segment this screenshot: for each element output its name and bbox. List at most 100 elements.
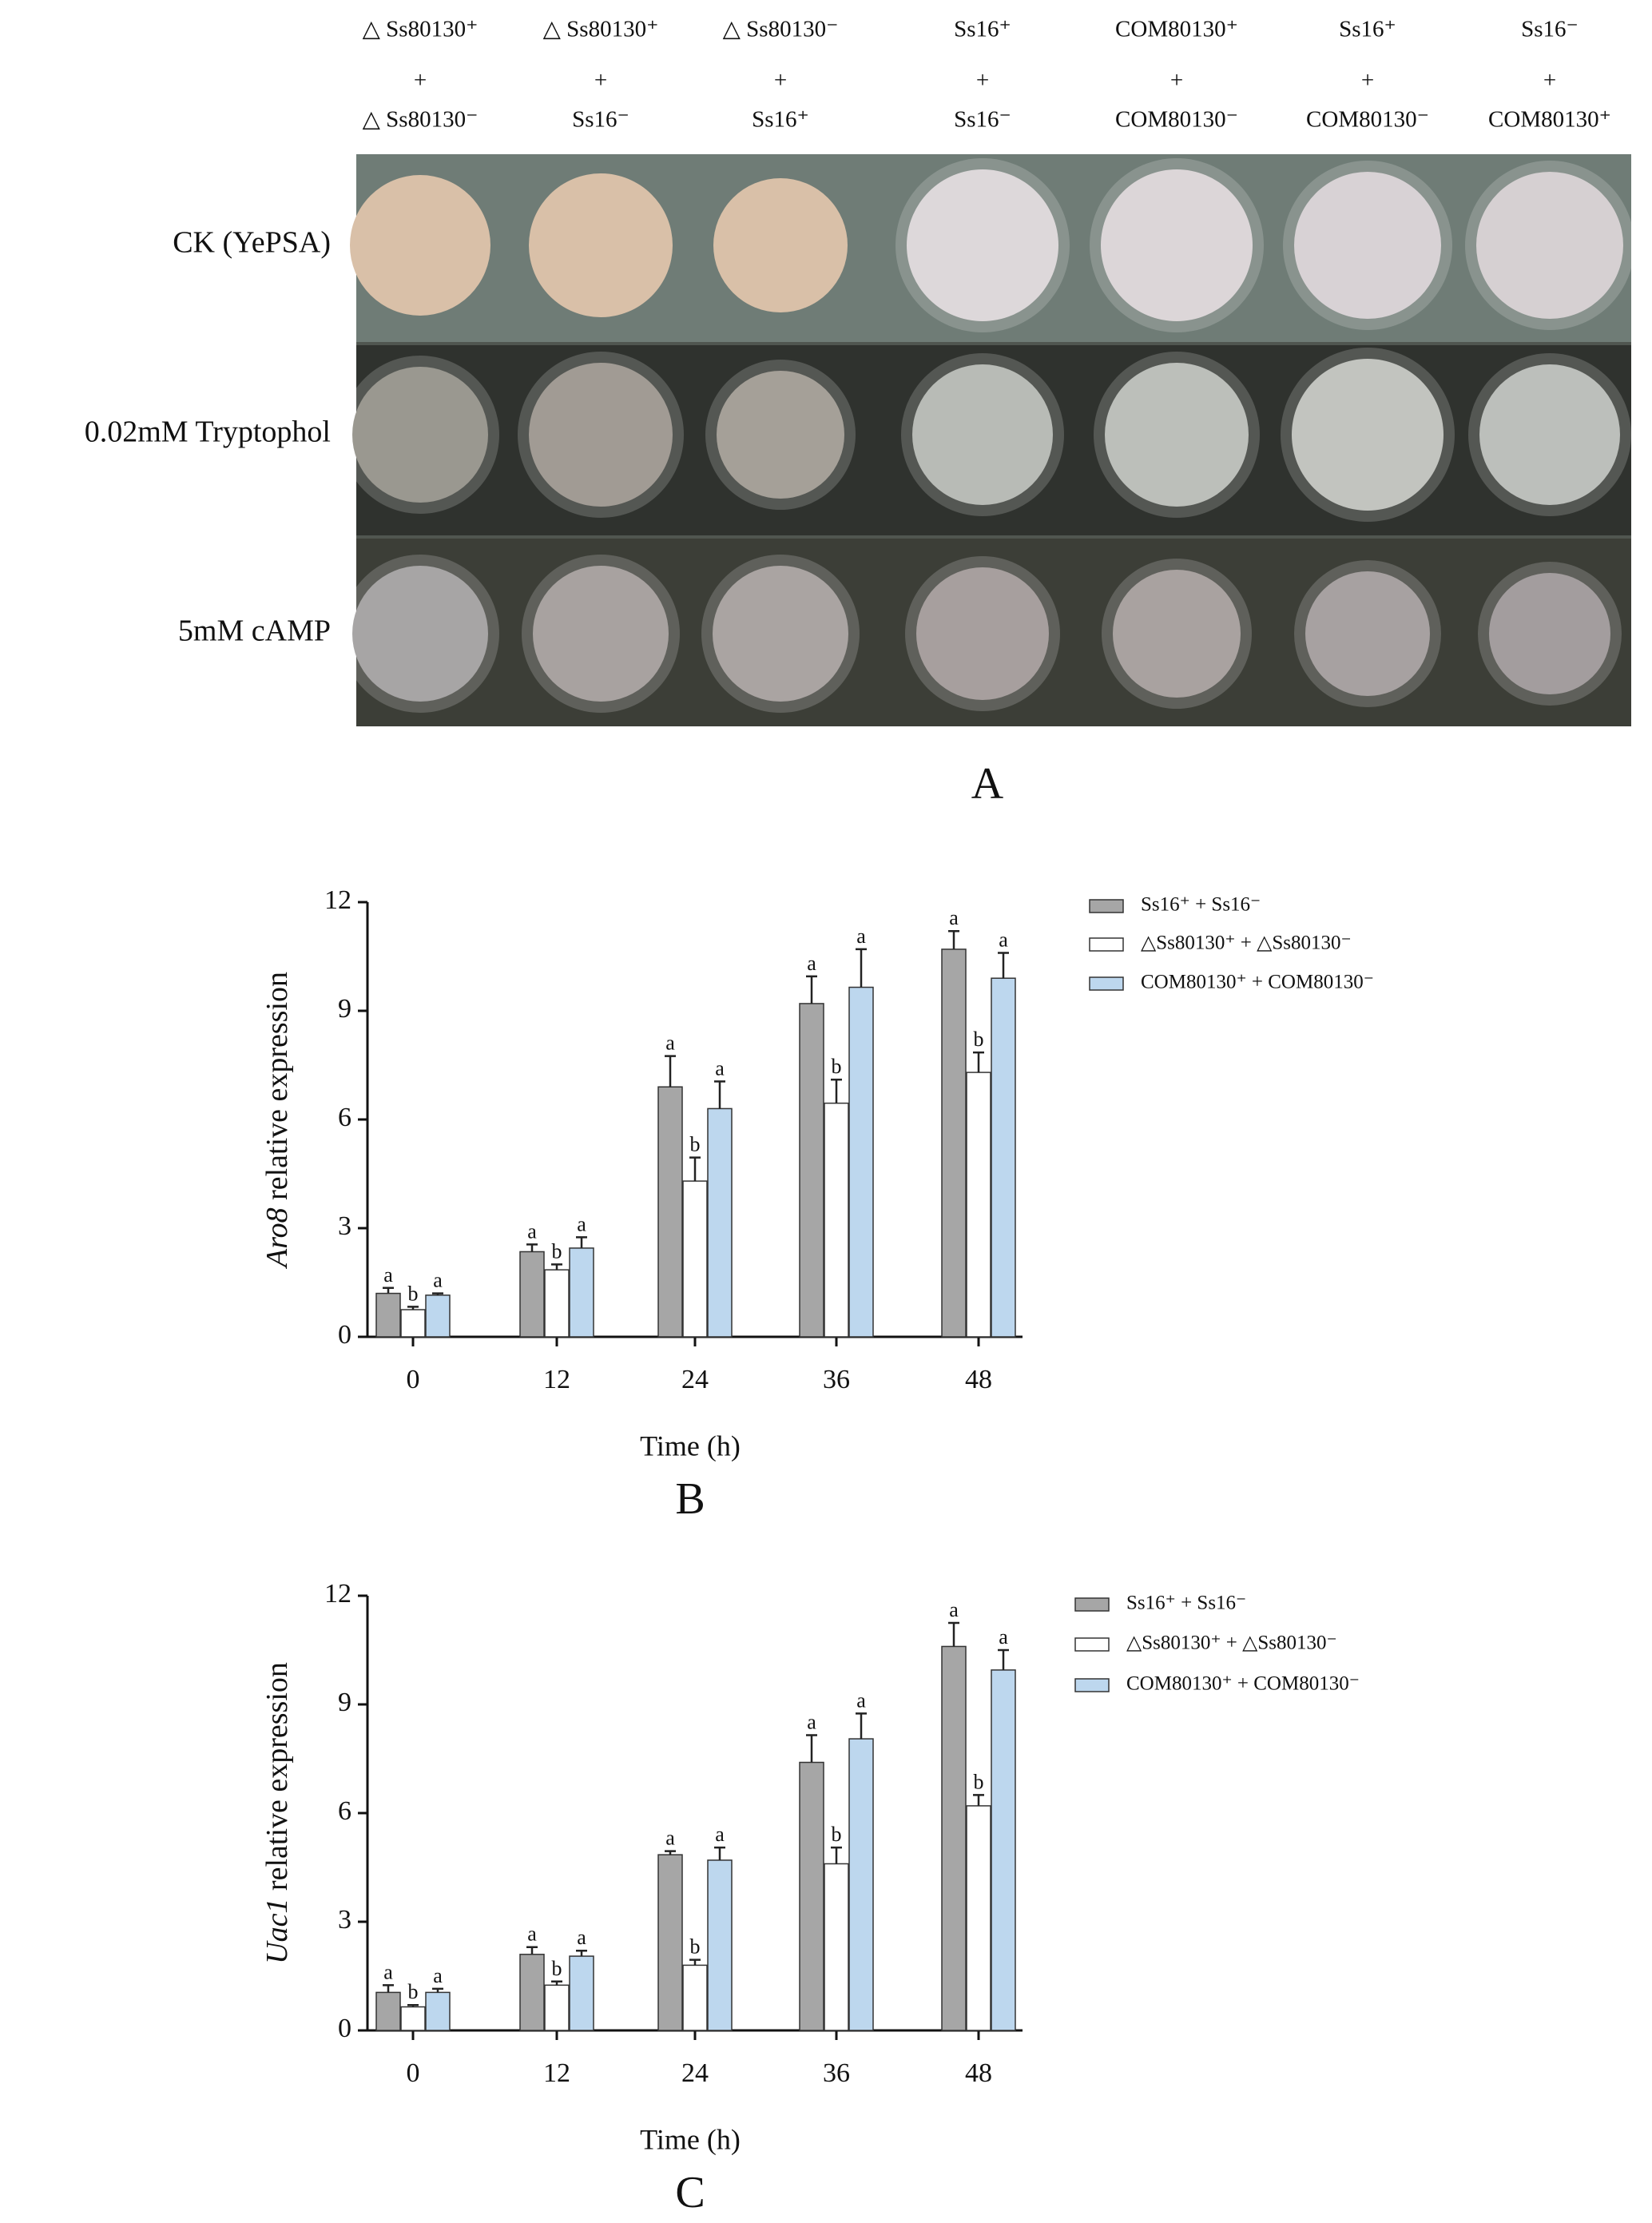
significance-letter: a — [433, 1269, 443, 1292]
bar — [682, 1180, 708, 1338]
column-label: COM80130⁺ — [1115, 17, 1238, 42]
column-label: + — [1170, 68, 1183, 93]
significance-letter: a — [715, 1823, 725, 1846]
bar — [848, 1738, 874, 2031]
colony — [916, 567, 1049, 700]
column-label: + — [1361, 68, 1374, 93]
bar — [544, 1984, 570, 2031]
bar — [707, 1859, 733, 2031]
error-bar — [948, 1621, 959, 1647]
error-bar — [714, 1080, 725, 1109]
x-tick-label: 12 — [543, 2058, 570, 2088]
x-tick-label: 24 — [681, 2058, 709, 2088]
column-label: △ Ss80130⁻ — [363, 107, 479, 133]
colony — [717, 371, 844, 499]
error-bar — [998, 1648, 1009, 1670]
x-tick-label: 0 — [407, 1365, 420, 1394]
legend-label: Ss16⁺ + Ss16⁻ — [1126, 1593, 1246, 1614]
legend-label: COM80130⁺ + COM80130⁻ — [1141, 972, 1374, 993]
colony — [907, 169, 1058, 321]
legend-label: △Ss80130⁺ + △Ss80130⁻ — [1141, 933, 1352, 954]
error-bar — [831, 1846, 842, 1864]
significance-letter: b — [832, 1055, 842, 1078]
column-label: △ Ss80130⁺ — [363, 17, 479, 42]
error-bar — [856, 1712, 867, 1740]
error-bar — [806, 975, 817, 1004]
significance-letter: a — [577, 1212, 586, 1235]
x-tick-label: 48 — [965, 2058, 992, 2088]
bar — [941, 948, 967, 1338]
y-tick-label: 3 — [338, 1905, 351, 1935]
x-tick-label: 48 — [965, 1365, 992, 1394]
legend-swatch — [1089, 899, 1124, 913]
column-label: △ Ss80130⁺ — [543, 17, 659, 42]
error-bar — [714, 1846, 725, 1860]
y-tick-label: 0 — [338, 2014, 351, 2043]
significance-letter: a — [383, 1263, 393, 1286]
bar — [569, 1955, 594, 2031]
significance-letter: a — [527, 1923, 537, 1946]
error-bar — [526, 1946, 538, 1955]
colony — [1489, 573, 1610, 694]
bar — [425, 1991, 451, 2031]
error-bar — [407, 2004, 419, 2007]
colony — [1101, 169, 1253, 321]
error-bar — [973, 1051, 984, 1073]
y-axis-label-gene: Uac1 — [260, 1899, 294, 1964]
bar — [824, 1863, 849, 2031]
bar — [966, 1805, 991, 2031]
error-bar — [551, 1980, 562, 1986]
colony — [1305, 571, 1430, 696]
column-label: COM80130⁻ — [1306, 107, 1429, 133]
bar — [375, 1292, 401, 1338]
bar — [799, 1003, 824, 1338]
x-axis-label: Time (h) — [640, 2123, 741, 2155]
column-label: △ Ss80130⁻ — [723, 17, 839, 42]
error-bar — [576, 1950, 587, 1957]
significance-letter: a — [949, 1598, 959, 1621]
significance-letter: b — [690, 1935, 701, 1959]
bar — [991, 977, 1016, 1338]
error-bar — [665, 1850, 676, 1855]
bar — [657, 1854, 683, 2031]
significance-letter: a — [999, 928, 1008, 951]
bar — [519, 1251, 545, 1338]
column-label: + — [774, 68, 787, 93]
legend-swatch — [1089, 937, 1124, 952]
column-label: + — [1543, 68, 1556, 93]
x-axis-label: Time (h) — [640, 1430, 741, 1461]
error-bar — [383, 1984, 394, 1993]
y-axis-label-text: relative expression — [260, 972, 294, 1200]
colony — [350, 175, 490, 316]
bar — [799, 1761, 824, 2031]
error-bar — [665, 1055, 676, 1088]
colony — [352, 566, 488, 702]
error-bar — [973, 1794, 984, 1806]
significance-letter: b — [552, 1957, 562, 1980]
bar — [375, 1991, 401, 2031]
bar — [991, 1669, 1016, 2031]
column-label: + — [414, 68, 427, 93]
significance-letter: b — [552, 1239, 562, 1263]
significance-letter: a — [665, 1827, 675, 1850]
colony — [1113, 570, 1241, 698]
error-bar — [689, 1959, 701, 1966]
significance-letter: a — [383, 1960, 393, 1983]
panel-label: B — [675, 1474, 705, 1524]
colony — [713, 566, 848, 702]
panel-label: A — [971, 759, 1004, 809]
colony — [1479, 364, 1620, 505]
significance-letter: a — [527, 1219, 537, 1243]
bar — [425, 1294, 451, 1338]
legend-label: COM80130⁺ + COM80130⁻ — [1126, 1673, 1360, 1695]
colony — [529, 173, 673, 317]
column-label: Ss16⁻ — [572, 107, 629, 133]
colony — [1476, 172, 1623, 319]
column-label: Ss16⁺ — [954, 17, 1011, 42]
x-tick-label: 36 — [823, 1365, 850, 1394]
y-tick-label: 12 — [324, 885, 351, 915]
legend-swatch — [1074, 1637, 1110, 1652]
y-axis-label: Aro8 relative expression — [260, 972, 294, 1270]
column-label: + — [976, 68, 989, 93]
legend-swatch — [1074, 1678, 1110, 1692]
